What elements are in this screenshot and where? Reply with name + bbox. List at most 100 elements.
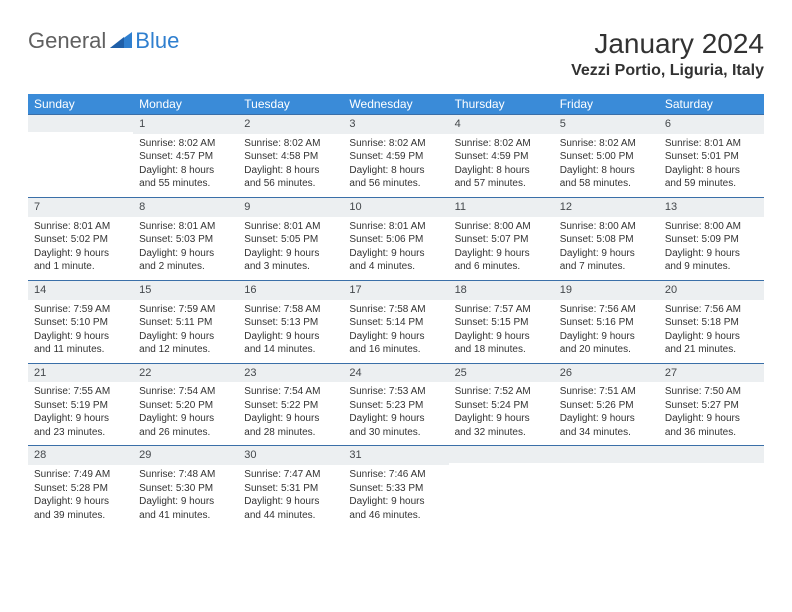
calendar-cell: 8 Sunrise: 8:01 AMSunset: 5:03 PMDaylight… (133, 197, 238, 280)
day-info: Sunrise: 7:56 AMSunset: 5:16 PMDaylight:… (560, 303, 653, 357)
calendar-row: 14 Sunrise: 7:59 AMSunset: 5:10 PMDayligh… (28, 280, 764, 363)
day-number: 19 (560, 284, 572, 296)
day-info: Sunrise: 8:00 AMSunset: 5:08 PMDaylight:… (560, 220, 653, 274)
calendar-cell: 28 Sunrise: 7:49 AMSunset: 5:28 PMDayligh… (28, 445, 133, 528)
day-number: 29 (139, 449, 151, 461)
calendar-cell: 9Sunrise: 8:01 AMSunset: 5:05 PMDaylight… (238, 197, 343, 280)
brand-part1: General (28, 28, 106, 54)
day-info: Sunrise: 7:55 AMSunset: 5:19 PMDaylight:… (34, 385, 127, 439)
calendar-cell: 24Sunrise: 7:53 AMSunset: 5:23 PMDayligh… (343, 363, 448, 446)
day-info: Sunrise: 8:01 AMSunset: 5:01 PMDaylight:… (665, 137, 758, 191)
day-number: 23 (244, 367, 256, 379)
day-number: 28 (34, 449, 46, 461)
calendar-cell: 27Sunrise: 7:50 AMSunset: 5:27 PMDayligh… (659, 363, 764, 446)
calendar-cell: 2 Sunrise: 8:02 AMSunset: 4:58 PMDaylight… (238, 114, 343, 197)
day-info: Sunrise: 7:56 AMSunset: 5:18 PMDaylight:… (665, 303, 758, 357)
day-info: Sunrise: 8:00 AMSunset: 5:07 PMDaylight:… (455, 220, 548, 274)
calendar-cell: 25Sunrise: 7:52 AMSunset: 5:24 PMDayligh… (449, 363, 554, 446)
day-number: 14 (34, 284, 46, 296)
weekday-header: Wednesday (343, 94, 448, 114)
day-number: 15 (139, 284, 151, 296)
day-info: Sunrise: 7:54 AMSunset: 5:22 PMDaylight:… (244, 385, 337, 439)
day-info: Sunrise: 8:01 AMSunset: 5:02 PMDaylight:… (34, 220, 127, 274)
weekday-header: Saturday (659, 94, 764, 114)
day-info: Sunrise: 7:54 AMSunset: 5:20 PMDaylight:… (139, 385, 232, 439)
day-number: 31 (349, 449, 361, 461)
day-number: 21 (34, 367, 46, 379)
calendar-cell: 15 Sunrise: 7:59 AMSunset: 5:11 PMDayligh… (133, 280, 238, 363)
day-number: 10 (349, 201, 361, 213)
brand-triangle-icon (110, 30, 132, 53)
weekday-header: Monday (133, 94, 238, 114)
day-number: 20 (665, 284, 677, 296)
day-number: 30 (244, 449, 256, 461)
day-number: 25 (455, 367, 467, 379)
calendar-cell: 13 Sunrise: 8:00 AMSunset: 5:09 PMDayligh… (659, 197, 764, 280)
day-info: Sunrise: 7:58 AMSunset: 5:14 PMDaylight:… (349, 303, 442, 357)
day-info: Sunrise: 7:48 AMSunset: 5:30 PMDaylight:… (139, 468, 232, 522)
calendar-cell: 3 Sunrise: 8:02 AMSunset: 4:59 PMDaylight… (343, 114, 448, 197)
day-info: Sunrise: 8:00 AMSunset: 5:09 PMDaylight:… (665, 220, 758, 274)
calendar-cell: 23 Sunrise: 7:54 AMSunset: 5:22 PMDayligh… (238, 363, 343, 446)
day-number: 22 (139, 367, 151, 379)
calendar-cell: 6 Sunrise: 8:01 AMSunset: 5:01 PMDaylight… (659, 114, 764, 197)
day-info: Sunrise: 7:53 AMSunset: 5:23 PMDaylight:… (349, 385, 442, 439)
day-number: 6 (665, 118, 671, 130)
calendar-cell: 12Sunrise: 8:00 AMSunset: 5:08 PMDayligh… (554, 197, 659, 280)
day-info: Sunrise: 7:59 AMSunset: 5:11 PMDaylight:… (139, 303, 232, 357)
calendar-cell: 18 Sunrise: 7:57 AMSunset: 5:15 PMDayligh… (449, 280, 554, 363)
calendar-row: 1Sunrise: 8:02 AMSunset: 4:57 PMDaylight… (28, 114, 764, 197)
day-info: Sunrise: 7:58 AMSunset: 5:13 PMDaylight:… (244, 303, 337, 357)
calendar-row: 28 Sunrise: 7:49 AMSunset: 5:28 PMDayligh… (28, 445, 764, 528)
day-info: Sunrise: 7:47 AMSunset: 5:31 PMDaylight:… (244, 468, 337, 522)
weekday-header: Sunday (28, 94, 133, 114)
day-number: 27 (665, 367, 677, 379)
day-number: 5 (560, 118, 566, 130)
day-number: 8 (139, 201, 145, 213)
calendar-row: 21 Sunrise: 7:55 AMSunset: 5:19 PMDayligh… (28, 363, 764, 446)
calendar-cell (28, 114, 133, 197)
day-number: 4 (455, 118, 461, 130)
day-number: 13 (665, 201, 677, 213)
day-info: Sunrise: 8:02 AMSunset: 4:59 PMDaylight:… (349, 137, 442, 191)
day-info: Sunrise: 7:59 AMSunset: 5:10 PMDaylight:… (34, 303, 127, 357)
day-number: 26 (560, 367, 572, 379)
day-info: Sunrise: 8:01 AMSunset: 5:03 PMDaylight:… (139, 220, 232, 274)
calendar-table: SundayMondayTuesdayWednesdayThursdayFrid… (28, 94, 764, 528)
calendar-header: SundayMondayTuesdayWednesdayThursdayFrid… (28, 94, 764, 114)
day-info: Sunrise: 7:49 AMSunset: 5:28 PMDaylight:… (34, 468, 127, 522)
day-info: Sunrise: 8:01 AMSunset: 5:06 PMDaylight:… (349, 220, 442, 274)
header-row: General Blue January 2024 Vezzi Portio, … (28, 28, 764, 80)
calendar-cell (449, 445, 554, 528)
day-number: 2 (244, 118, 250, 130)
day-info: Sunrise: 8:02 AMSunset: 4:58 PMDaylight:… (244, 137, 337, 191)
day-info: Sunrise: 8:02 AMSunset: 4:57 PMDaylight:… (139, 137, 232, 191)
day-number: 9 (244, 201, 250, 213)
weekday-header: Tuesday (238, 94, 343, 114)
calendar-cell: 4 Sunrise: 8:02 AMSunset: 4:59 PMDaylight… (449, 114, 554, 197)
weekday-header: Thursday (449, 94, 554, 114)
day-info: Sunrise: 8:02 AMSunset: 4:59 PMDaylight:… (455, 137, 548, 191)
calendar-cell: 20 Sunrise: 7:56 AMSunset: 5:18 PMDayligh… (659, 280, 764, 363)
calendar-cell: 19 Sunrise: 7:56 AMSunset: 5:16 PMDayligh… (554, 280, 659, 363)
calendar-cell: 11Sunrise: 8:00 AMSunset: 5:07 PMDayligh… (449, 197, 554, 280)
calendar-cell: 30 Sunrise: 7:47 AMSunset: 5:31 PMDayligh… (238, 445, 343, 528)
calendar-body: 1Sunrise: 8:02 AMSunset: 4:57 PMDaylight… (28, 114, 764, 528)
day-number: 7 (34, 201, 40, 213)
day-info: Sunrise: 7:57 AMSunset: 5:15 PMDaylight:… (455, 303, 548, 357)
location-subtitle: Vezzi Portio, Liguria, Italy (571, 62, 764, 80)
weekday-header: Friday (554, 94, 659, 114)
calendar-cell: 10 Sunrise: 8:01 AMSunset: 5:06 PMDayligh… (343, 197, 448, 280)
calendar-row: 7 Sunrise: 8:01 AMSunset: 5:02 PMDaylight… (28, 197, 764, 280)
calendar-cell (554, 445, 659, 528)
day-number: 18 (455, 284, 467, 296)
day-info: Sunrise: 8:02 AMSunset: 5:00 PMDaylight:… (560, 137, 653, 191)
page: General Blue January 2024 Vezzi Portio, … (0, 0, 792, 538)
calendar-cell: 14 Sunrise: 7:59 AMSunset: 5:10 PMDayligh… (28, 280, 133, 363)
day-info: Sunrise: 7:51 AMSunset: 5:26 PMDaylight:… (560, 385, 653, 439)
day-number: 3 (349, 118, 355, 130)
calendar-cell: 1Sunrise: 8:02 AMSunset: 4:57 PMDaylight… (133, 114, 238, 197)
day-info: Sunrise: 7:46 AMSunset: 5:33 PMDaylight:… (349, 468, 442, 522)
calendar-cell: 21 Sunrise: 7:55 AMSunset: 5:19 PMDayligh… (28, 363, 133, 446)
calendar-cell: 7 Sunrise: 8:01 AMSunset: 5:02 PMDaylight… (28, 197, 133, 280)
